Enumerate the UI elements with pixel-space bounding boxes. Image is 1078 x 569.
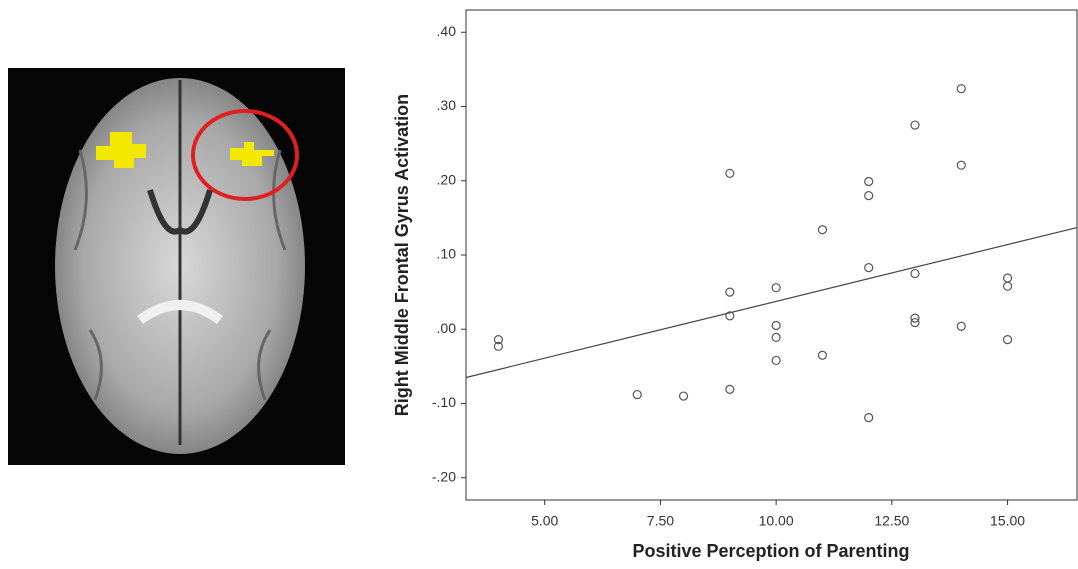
point	[1004, 274, 1012, 282]
point	[818, 351, 826, 359]
point	[911, 270, 919, 278]
y-tick-label: .20	[437, 171, 457, 187]
page: Right Middle Frontal Gyrus Activation Po…	[0, 0, 1078, 569]
y-tick-label: .30	[437, 97, 457, 113]
point	[633, 391, 641, 399]
x-tick-label: 12.50	[874, 513, 909, 529]
point	[726, 385, 734, 393]
point	[680, 392, 688, 400]
y-tick-label: .40	[437, 23, 457, 39]
point	[957, 161, 965, 169]
point	[818, 226, 826, 234]
y-tick-label: .10	[437, 246, 457, 262]
point	[1004, 282, 1012, 290]
point	[865, 414, 873, 422]
point	[957, 85, 965, 93]
point	[772, 333, 780, 341]
point	[726, 169, 734, 177]
y-tick-label: -.10	[432, 394, 456, 410]
figure: Right Middle Frontal Gyrus Activation Po…	[0, 0, 1078, 569]
point	[865, 264, 873, 272]
point	[772, 356, 780, 364]
point	[865, 178, 873, 186]
x-tick-label: 7.50	[647, 513, 674, 529]
point	[911, 121, 919, 129]
point	[957, 322, 965, 330]
point	[772, 284, 780, 292]
brain-image	[8, 68, 345, 465]
point	[772, 322, 780, 330]
point	[865, 192, 873, 200]
point	[726, 288, 734, 296]
fit-line	[466, 228, 1077, 378]
y-axis-label: Right Middle Frontal Gyrus Activation	[392, 94, 412, 416]
y-tick-label: .00	[437, 320, 457, 336]
x-tick-label: 5.00	[531, 513, 558, 529]
x-tick-label: 10.00	[759, 513, 794, 529]
x-axis-label: Positive Perception of Parenting	[632, 541, 909, 561]
y-tick-label: -.20	[432, 468, 456, 484]
x-tick-label: 15.00	[990, 513, 1025, 529]
plot-frame	[466, 10, 1077, 500]
point	[1004, 336, 1012, 344]
